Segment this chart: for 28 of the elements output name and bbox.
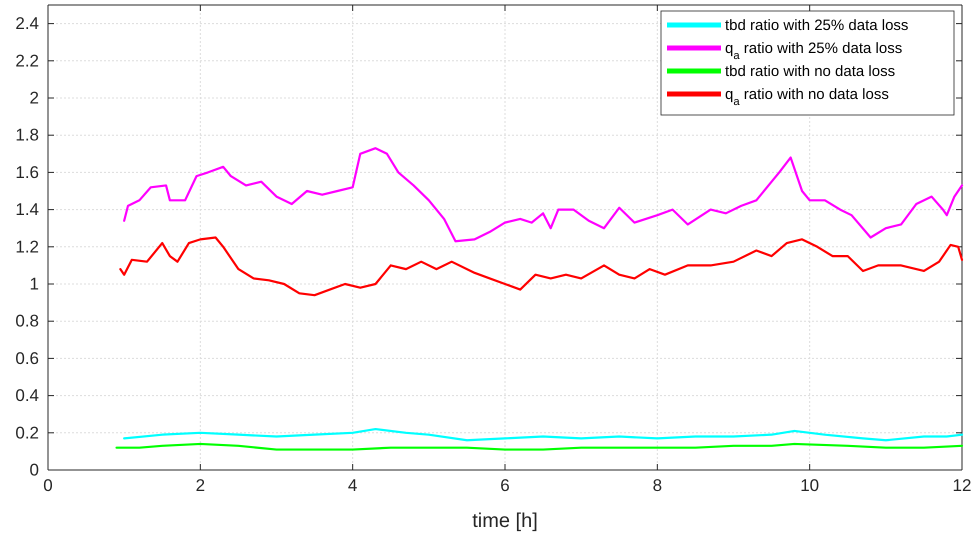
y-tick-label: 0 xyxy=(30,460,39,480)
y-tick-label: 2 xyxy=(30,88,39,108)
y-tick-label: 0.4 xyxy=(15,386,39,406)
legend-label: q$_{a}$ ratio with 25% data loss xyxy=(725,40,902,62)
x-axis-title: time [h] xyxy=(472,510,538,532)
y-tick-label: 1.2 xyxy=(15,237,39,256)
x-tick-label: 8 xyxy=(652,476,662,496)
line-series xyxy=(123,428,964,442)
y-tick-label: 1.8 xyxy=(15,126,39,145)
x-tick-label: 12 xyxy=(952,476,972,496)
legend-label: tbd ratio with 25% data loss xyxy=(725,17,908,34)
y-tick-label: 0.8 xyxy=(15,312,39,331)
x-tick-label: 6 xyxy=(500,476,510,496)
y-tick-label: 1 xyxy=(30,274,39,294)
line-series xyxy=(123,147,964,242)
legend-label: q$_{a}$ ratio with no data loss xyxy=(725,86,889,108)
x-tick-label: 0 xyxy=(43,476,53,496)
y-tick-label: 1.4 xyxy=(15,200,39,220)
y-tick-label: 2.2 xyxy=(15,51,39,70)
x-tick-label: 10 xyxy=(800,476,820,496)
y-tick-label: 0.6 xyxy=(15,348,39,368)
x-tick-label: 2 xyxy=(196,476,206,496)
x-tick-label: 4 xyxy=(348,476,358,496)
y-tick-label: 1.6 xyxy=(15,162,39,182)
legend-label: tbd ratio with no data loss xyxy=(725,63,896,80)
y-tick-label: 0.2 xyxy=(15,423,39,442)
y-tick-label: 2.4 xyxy=(15,14,39,34)
line-series xyxy=(119,236,964,296)
